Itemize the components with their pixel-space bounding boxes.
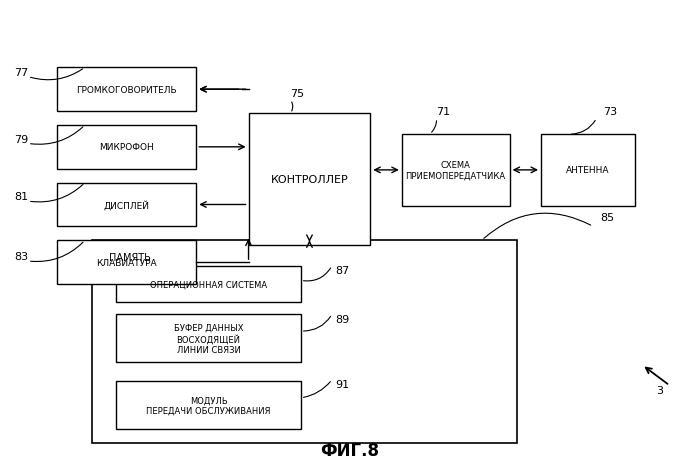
- Bar: [116, 266, 301, 303]
- Text: 83: 83: [14, 252, 28, 262]
- Text: 75: 75: [290, 88, 304, 99]
- Text: МИКРОФОН: МИКРОФОН: [99, 143, 154, 152]
- Bar: [249, 114, 370, 245]
- Bar: [57, 183, 196, 227]
- Text: АНТЕННА: АНТЕННА: [566, 166, 610, 175]
- Text: 79: 79: [14, 134, 28, 144]
- Text: 77: 77: [14, 68, 28, 78]
- Text: СХЕМА
ПРИЕМОПЕРЕДАТЧИКА: СХЕМА ПРИЕМОПЕРЕДАТЧИКА: [405, 161, 506, 180]
- Text: 73: 73: [603, 107, 618, 117]
- Bar: [541, 135, 635, 206]
- Text: 89: 89: [336, 314, 350, 324]
- Bar: [116, 314, 301, 363]
- Text: 81: 81: [14, 192, 28, 202]
- Text: ПАМЯТЬ: ПАМЯТЬ: [109, 252, 151, 262]
- Bar: [402, 135, 510, 206]
- Text: 85: 85: [600, 213, 614, 223]
- Bar: [57, 68, 196, 112]
- Bar: [116, 381, 301, 429]
- Text: ФИГ.8: ФИГ.8: [320, 441, 379, 459]
- Text: КЛАВИАТУРА: КЛАВИАТУРА: [96, 258, 157, 267]
- Text: 3: 3: [656, 385, 663, 395]
- Bar: [57, 241, 196, 284]
- Text: 87: 87: [336, 266, 350, 275]
- Bar: [57, 125, 196, 169]
- Text: МОДУЛЬ
ПЕРЕДАЧИ ОБСЛУЖИВАНИЯ: МОДУЛЬ ПЕРЕДАЧИ ОБСЛУЖИВАНИЯ: [146, 395, 271, 415]
- Text: 91: 91: [336, 379, 350, 389]
- Text: ОПЕРАЦИОННАЯ СИСТЕМА: ОПЕРАЦИОННАЯ СИСТЕМА: [150, 280, 267, 289]
- Text: ГРОМКОГОВОРИТЕЛЬ: ГРОМКОГОВОРИТЕЛЬ: [76, 86, 177, 94]
- Bar: [92, 241, 517, 443]
- Text: ДИСПЛЕЙ: ДИСПЛЕЙ: [103, 200, 150, 210]
- Text: 71: 71: [436, 107, 451, 117]
- Text: КОНТРОЛЛЕР: КОНТРОЛЛЕР: [271, 175, 348, 185]
- Text: БУФЕР ДАННЫХ
ВОСХОДЯЩЕЙ
ЛИНИИ СВЯЗИ: БУФЕР ДАННЫХ ВОСХОДЯЩЕЙ ЛИНИИ СВЯЗИ: [174, 323, 243, 354]
